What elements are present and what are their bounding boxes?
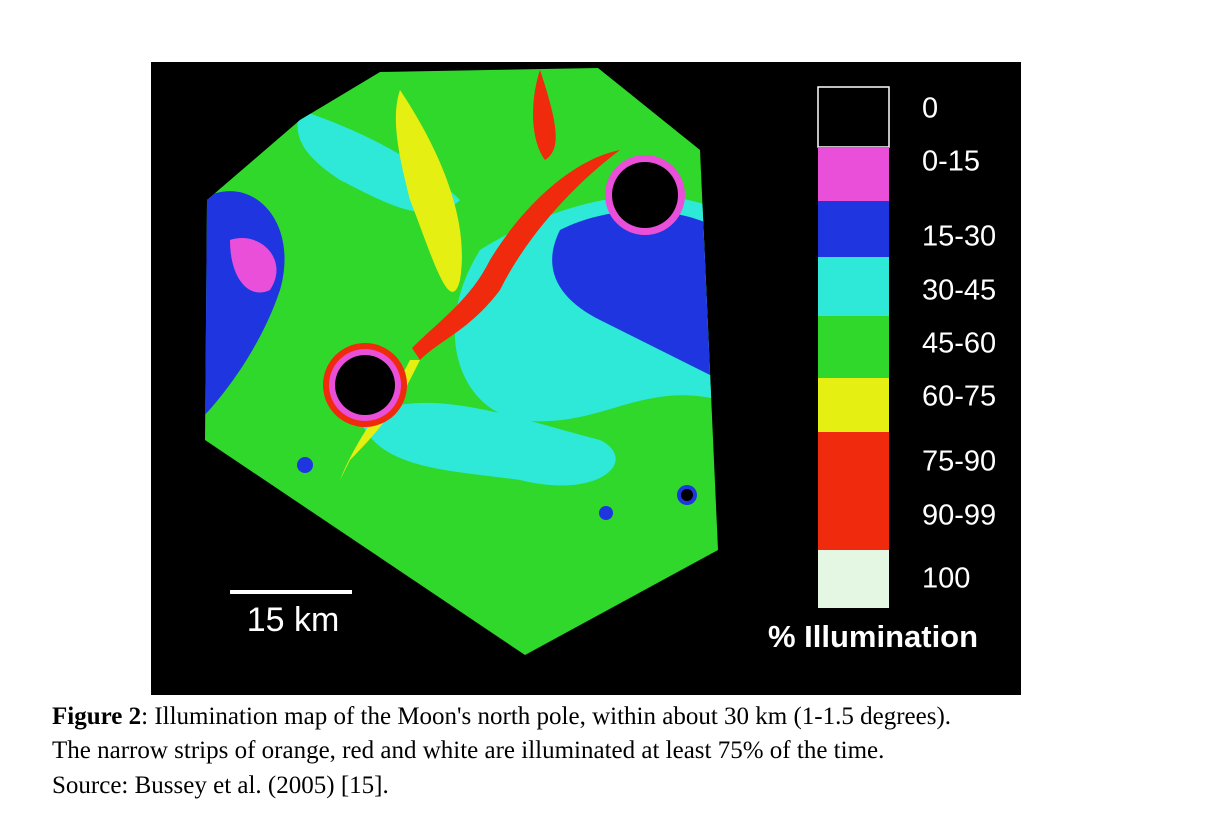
legend-label: 15-30: [922, 221, 996, 253]
legend-swatch: [818, 147, 889, 201]
caption-text: : Illumination map of the Moon's north p…: [141, 703, 952, 730]
legend-swatch: [818, 316, 889, 378]
legend-swatch: [818, 201, 889, 257]
scale-bar-label: 15 km: [247, 601, 340, 639]
caption-label: Figure 2: [52, 703, 142, 730]
figure: 15 km % Illumination 0 0-15 15-30 30-45 45-6…: [151, 62, 1021, 695]
caption-line: Figure 2: Illumination map of the Moon's…: [52, 703, 951, 731]
legend-swatch: [818, 378, 889, 432]
legend-label: 90-99: [922, 500, 996, 532]
legend-swatch: [818, 490, 889, 550]
legend-label: 75-90: [922, 446, 996, 478]
legend-swatch: [818, 550, 889, 608]
map: [205, 68, 718, 655]
legend-swatch: [818, 432, 889, 490]
legend-swatch: [818, 257, 889, 316]
caption-line: Source: Bussey et al. (2005) [15].: [52, 772, 389, 799]
legend-label: 60-75: [922, 381, 996, 413]
legend-label: 30-45: [922, 275, 996, 307]
legend-label: 0: [922, 93, 938, 125]
legend-label: 45-60: [922, 328, 996, 360]
legend-title: % Illumination: [768, 619, 978, 654]
legend: 0 0-15 15-30 30-45 45-60 60-75 75-90 90-99 100: [817, 86, 996, 608]
caption-line: The narrow strips of orange, red and whi…: [52, 737, 885, 764]
legend-label: 0-15: [922, 146, 980, 178]
legend-swatch: [817, 86, 890, 148]
legend-label: 100: [922, 563, 970, 595]
